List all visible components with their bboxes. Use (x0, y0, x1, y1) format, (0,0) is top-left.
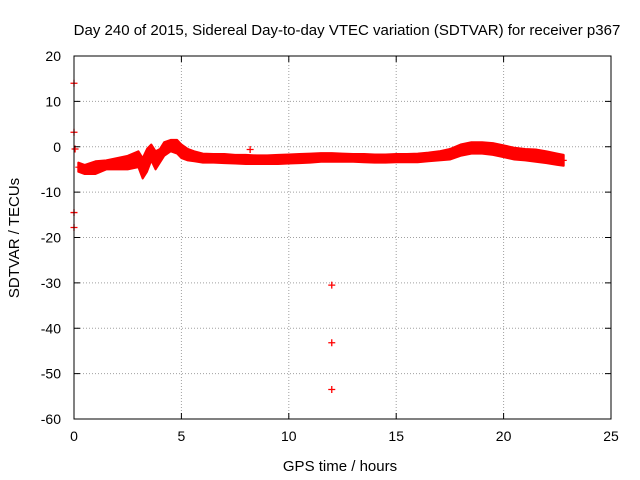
data-point (124, 157, 131, 164)
grid-lines (74, 56, 611, 419)
data-point (199, 155, 206, 162)
outlier-point (328, 339, 336, 347)
x-tick-label: 20 (496, 428, 512, 444)
data-point (75, 164, 82, 171)
data-point (382, 155, 389, 162)
data-point (457, 146, 464, 153)
data-point (543, 153, 550, 160)
data-point (178, 146, 185, 153)
data-point (371, 155, 378, 162)
data-point (210, 155, 217, 162)
data-point (532, 151, 539, 158)
outlier-point (328, 386, 336, 394)
data-point (360, 155, 367, 162)
data-point (264, 156, 271, 163)
data-point (174, 141, 181, 148)
data-point (184, 150, 191, 157)
y-tick-label: -50 (41, 366, 61, 382)
data-point (307, 155, 314, 162)
data-point (318, 154, 325, 161)
data-point (393, 155, 400, 162)
y-tick-label: -60 (41, 411, 61, 427)
y-tick-label: 10 (45, 93, 61, 109)
y-tick-label: -30 (41, 275, 61, 291)
axes: 0 5 10 15 20 25 -60 -50 -40 -30 -20 -10 0 10 20 (41, 48, 619, 444)
data-point (103, 161, 110, 168)
data-point (285, 156, 292, 163)
y-tick-label: 20 (45, 48, 61, 64)
data-point (489, 145, 496, 152)
data-point (81, 166, 88, 173)
data-point (161, 146, 168, 153)
data-point (275, 156, 282, 163)
data-point (296, 155, 303, 162)
data-point (425, 154, 432, 161)
y-tick-label: -40 (41, 320, 61, 336)
x-tick-label: 15 (388, 428, 404, 444)
data-point (560, 157, 567, 164)
y-tick-label: -10 (41, 184, 61, 200)
data-series (70, 79, 567, 394)
data-point (144, 155, 151, 162)
data-point (446, 150, 453, 157)
data-point (339, 154, 346, 161)
x-tick-label: 5 (178, 428, 186, 444)
data-point (221, 155, 228, 162)
data-point (414, 155, 421, 162)
chart-title: Day 240 of 2015, Sidereal Day-to-day VTE… (74, 22, 621, 39)
x-tick-label: 10 (281, 428, 297, 444)
y-axis-title: SDTVAR / TECUs (6, 178, 23, 298)
data-point (511, 149, 518, 156)
outlier-point (328, 281, 336, 289)
data-point (139, 164, 146, 171)
x-axis-title: GPS time / hours (283, 458, 397, 475)
data-point (113, 159, 120, 166)
data-point (167, 141, 174, 148)
data-point (135, 155, 142, 162)
data-point (522, 150, 529, 157)
data-point (500, 147, 507, 154)
outlier-point (246, 145, 254, 153)
data-point (92, 164, 99, 171)
data-point (328, 154, 335, 161)
data-point (242, 156, 249, 163)
data-point (156, 152, 163, 159)
data-point (403, 155, 410, 162)
data-point (554, 156, 561, 163)
data-point (191, 152, 198, 159)
y-tick-label: 0 (53, 139, 61, 155)
data-point (152, 157, 159, 164)
data-point (232, 156, 239, 163)
data-point (253, 156, 260, 163)
data-point (436, 152, 443, 159)
data-point (468, 143, 475, 150)
x-tick-label: 0 (70, 428, 78, 444)
data-point (350, 155, 357, 162)
x-tick-label: 25 (603, 428, 619, 444)
y-tick-label: -20 (41, 230, 61, 246)
data-point (479, 143, 486, 150)
data-point (148, 148, 155, 155)
